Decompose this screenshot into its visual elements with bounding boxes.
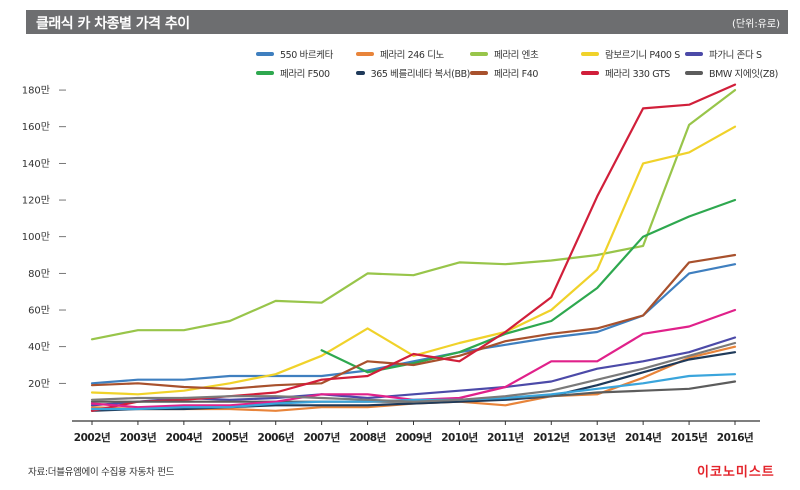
series-line [90,253,737,390]
x-tick-label: 2011년 [487,431,523,444]
x-tick-label: 2010년 [441,431,477,444]
legend-swatch [685,70,703,75]
legend-swatch [256,70,274,75]
y-tick-label: 140만 [22,158,50,170]
y-tick-label: 100만 [22,231,50,243]
y-tick-label: 120만 [22,195,50,207]
unit-label: (단위:유로) [732,19,780,30]
legend-item: 550 바르케타 [256,47,356,61]
legend-label: 365 베를리네타 복서(BB) [370,68,471,80]
legend-label: BMW 지에잇(Z8) [709,68,778,80]
legend-swatch [356,51,374,56]
series-line [90,373,737,411]
series-line [90,83,737,412]
x-tick-label: 2002년 [74,431,110,444]
legend-item: 페라리 330 GTS [581,66,685,80]
legend-label: 파가니 존다 S [709,49,762,61]
x-tick-label: 2012년 [533,431,569,444]
legend-swatch [356,70,365,75]
series-line [90,308,737,409]
legend-item: 페라리 엔초 [470,47,581,61]
x-tick-label: 2014년 [625,431,661,444]
legend-item: 페라리 F500 [256,66,356,80]
y-tick-label: 60만 [28,305,50,317]
y-tick-label: 160만 [22,121,50,133]
chart-title: 클래식 카 차종별 가격 추이 [36,16,190,32]
x-tick-label: 2005년 [212,431,248,444]
x-tick-label: 2009년 [395,431,431,444]
y-tick-label: 20만 [28,378,50,390]
y-tick-label: 80만 [28,268,50,280]
x-tick-label: 2015년 [671,431,707,444]
x-tick-label: 2008년 [349,431,385,444]
series-line [320,198,737,374]
legend-label: 550 바르케타 [280,49,333,61]
x-tick-label: 2013년 [579,431,615,444]
legend-swatch [581,51,599,56]
legend-item: 페라리 246 디노 [356,47,470,61]
x-tick-label: 2003년 [120,431,156,444]
legend-label: 람보르기니 P400 S [605,49,680,61]
legend-label: 페라리 엔초 [494,49,539,61]
legend-row-1: 550 바르케타 페라리 246 디노 페라리 엔초 람보르기니 P400 S … [256,44,786,63]
legend-swatch [685,51,703,56]
series-line [90,351,737,412]
x-tick-label: 2016년 [717,431,753,444]
legend-swatch [470,51,488,56]
legend-item: BMW 지에잇(Z8) [685,66,785,80]
legend: 550 바르케타 페라리 246 디노 페라리 엔초 람보르기니 P400 S … [256,44,786,82]
y-tick-label: 180만 [22,85,50,97]
x-tick-label: 2007년 [303,431,339,444]
legend-item: 365 베를리네타 복서(BB) [356,66,470,80]
legend-item: 람보르기니 P400 S [581,47,685,61]
series-line [90,263,737,385]
legend-label: 페라리 F500 [280,68,330,80]
y-tick-label: 40만 [28,341,50,353]
legend-label: 페라리 330 GTS [605,68,670,80]
legend-swatch [256,51,274,56]
legend-label: 페라리 246 디노 [380,49,444,61]
legend-swatch [581,70,599,75]
legend-label: 페라리 F40 [494,68,538,80]
x-tick-label: 2006년 [258,431,294,444]
legend-item: 페라리 F40 [470,66,581,80]
title-bar: 클래식 카 차종별 가격 추이 (단위:유로) [26,10,788,34]
legend-item: 파가니 존다 S [685,47,785,61]
legend-row-2: 페라리 F500 365 베를리네타 복서(BB) 페라리 F40 페라리 33… [256,63,786,82]
source-note: 자료:더블유엠에이 수집용 자동차 펀드 [28,467,175,478]
series-line [90,336,737,407]
brand-logo: 이코노미스트 [697,465,775,480]
x-tick-label: 2004년 [166,431,202,444]
legend-swatch [470,70,488,75]
series-line [90,89,737,341]
series-line [90,341,737,403]
